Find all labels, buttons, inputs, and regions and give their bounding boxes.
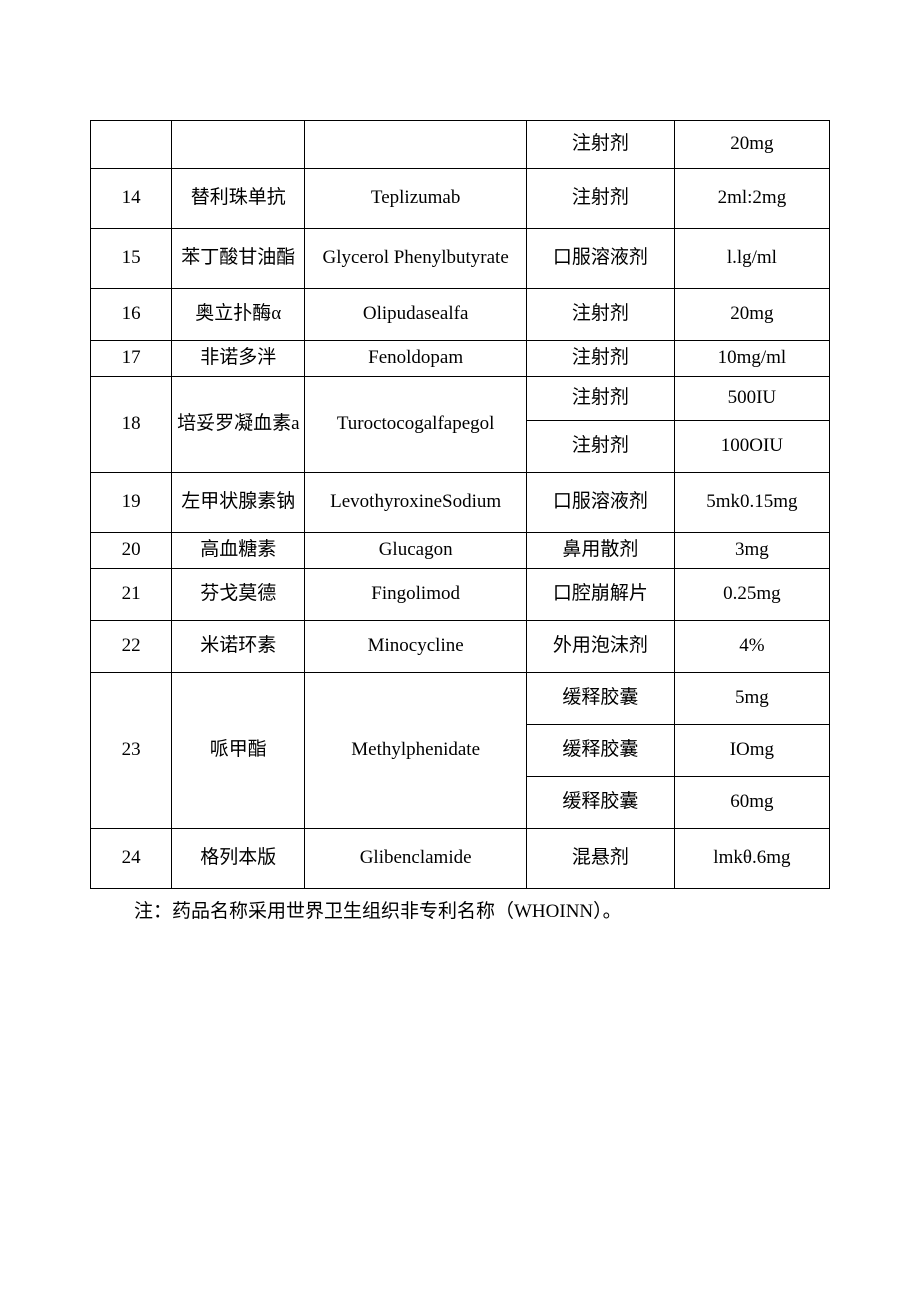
cell-spec: 500IU <box>674 377 829 421</box>
cell-en: Fenoldopam <box>305 341 527 377</box>
cell-spec: l.lg/ml <box>674 229 829 289</box>
cell-cn <box>172 121 305 169</box>
cell-en: Teplizumab <box>305 169 527 229</box>
cell-spec: 5mg <box>674 673 829 725</box>
cell-form: 缓释胶囊 <box>526 725 674 777</box>
cell-spec: 2ml:2mg <box>674 169 829 229</box>
table-row: 22 米诺环素 Minocycline 外用泡沫剂 4% <box>91 621 830 673</box>
table-row: 14 替利珠单抗 Teplizumab 注射剂 2ml:2mg <box>91 169 830 229</box>
cell-spec: 10mg/ml <box>674 341 829 377</box>
cell-form: 口服溶液剂 <box>526 229 674 289</box>
cell-num: 24 <box>91 829 172 889</box>
cell-cn: 替利珠单抗 <box>172 169 305 229</box>
cell-form: 注射剂 <box>526 121 674 169</box>
cell-form: 外用泡沫剂 <box>526 621 674 673</box>
table-row: 21 芬戈莫德 Fingolimod 口腔崩解片 0.25mg <box>91 569 830 621</box>
cell-en <box>305 121 527 169</box>
cell-form: 口服溶液剂 <box>526 473 674 533</box>
cell-en: Olipudasealfa <box>305 289 527 341</box>
cell-spec: lmkθ.6mg <box>674 829 829 889</box>
cell-en: Methylphenidate <box>305 673 527 829</box>
table-row: 19 左甲状腺素钠 LevothyroxineSodium 口服溶液剂 5mk0… <box>91 473 830 533</box>
cell-en: Minocycline <box>305 621 527 673</box>
cell-cn: 芬戈莫德 <box>172 569 305 621</box>
cell-form: 口腔崩解片 <box>526 569 674 621</box>
cell-num <box>91 121 172 169</box>
cell-form: 注射剂 <box>526 377 674 421</box>
cell-cn: 培妥罗凝血素a <box>172 377 305 473</box>
cell-num: 19 <box>91 473 172 533</box>
cell-en: Fingolimod <box>305 569 527 621</box>
cell-form: 鼻用散剂 <box>526 533 674 569</box>
table-row: 24 格列本版 Glibenclamide 混悬剂 lmkθ.6mg <box>91 829 830 889</box>
cell-spec: 60mg <box>674 777 829 829</box>
table-row: 18 培妥罗凝血素a Turoctocogalfapegol 注射剂 500IU <box>91 377 830 421</box>
cell-spec: 4% <box>674 621 829 673</box>
cell-form: 注射剂 <box>526 341 674 377</box>
footnote: 注：药品名称采用世界卫生组织非专利名称（WHOINN）。 <box>90 897 830 927</box>
cell-cn: 格列本版 <box>172 829 305 889</box>
cell-num: 16 <box>91 289 172 341</box>
table-row: 23 哌甲酯 Methylphenidate 缓释胶囊 5mg <box>91 673 830 725</box>
cell-cn: 高血糖素 <box>172 533 305 569</box>
drug-table: 注射剂 20mg 14 替利珠单抗 Teplizumab 注射剂 2ml:2mg… <box>90 120 830 889</box>
cell-en: LevothyroxineSodium <box>305 473 527 533</box>
cell-form: 缓释胶囊 <box>526 777 674 829</box>
cell-en: Glibenclamide <box>305 829 527 889</box>
table-row: 15 苯丁酸甘油酯 Glycerol Phenylbutyrate 口服溶液剂 … <box>91 229 830 289</box>
cell-spec: 3mg <box>674 533 829 569</box>
cell-num: 22 <box>91 621 172 673</box>
table-row: 17 非诺多泮 Fenoldopam 注射剂 10mg/ml <box>91 341 830 377</box>
table-row: 16 奥立扑酶α Olipudasealfa 注射剂 20mg <box>91 289 830 341</box>
table-row: 20 高血糖素 Glucagon 鼻用散剂 3mg <box>91 533 830 569</box>
cell-cn: 奥立扑酶α <box>172 289 305 341</box>
cell-spec: IOmg <box>674 725 829 777</box>
cell-num: 14 <box>91 169 172 229</box>
cell-spec: 100OIU <box>674 421 829 473</box>
cell-spec: 20mg <box>674 289 829 341</box>
cell-cn: 苯丁酸甘油酯 <box>172 229 305 289</box>
cell-num: 17 <box>91 341 172 377</box>
cell-cn: 非诺多泮 <box>172 341 305 377</box>
cell-num: 20 <box>91 533 172 569</box>
cell-num: 23 <box>91 673 172 829</box>
cell-num: 18 <box>91 377 172 473</box>
cell-spec: 0.25mg <box>674 569 829 621</box>
cell-form: 注射剂 <box>526 289 674 341</box>
cell-form: 注射剂 <box>526 169 674 229</box>
cell-form: 缓释胶囊 <box>526 673 674 725</box>
cell-form: 混悬剂 <box>526 829 674 889</box>
cell-en: Glycerol Phenylbutyrate <box>305 229 527 289</box>
cell-cn: 米诺环素 <box>172 621 305 673</box>
cell-num: 15 <box>91 229 172 289</box>
cell-cn: 左甲状腺素钠 <box>172 473 305 533</box>
cell-spec: 20mg <box>674 121 829 169</box>
cell-en: Glucagon <box>305 533 527 569</box>
cell-cn: 哌甲酯 <box>172 673 305 829</box>
cell-form: 注射剂 <box>526 421 674 473</box>
cell-en: Turoctocogalfapegol <box>305 377 527 473</box>
cell-num: 21 <box>91 569 172 621</box>
cell-spec: 5mk0.15mg <box>674 473 829 533</box>
table-row: 注射剂 20mg <box>91 121 830 169</box>
